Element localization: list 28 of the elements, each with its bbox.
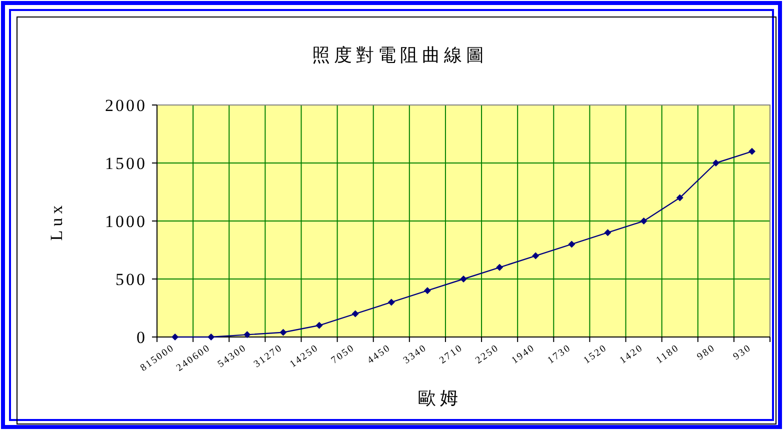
point <box>280 328 287 336</box>
point <box>604 229 612 236</box>
x-tick-label: 930 <box>731 342 754 363</box>
point <box>172 334 179 340</box>
point <box>748 148 756 155</box>
point <box>388 298 395 306</box>
x-axis-title: 歐姆 <box>418 388 462 408</box>
point <box>676 194 684 202</box>
chart-title: 照度對電阻曲線圖 <box>312 45 488 65</box>
y-tick-label: 0 <box>136 328 147 347</box>
point <box>640 218 648 224</box>
y-tick-label: 500 <box>116 270 147 289</box>
y-tick-label: 1500 <box>105 154 147 173</box>
point <box>532 252 540 260</box>
point <box>424 287 431 294</box>
point <box>496 264 504 271</box>
point <box>568 240 576 248</box>
x-tick-label: 980 <box>695 342 718 363</box>
point <box>208 334 215 340</box>
point <box>352 310 359 318</box>
y-axis-title: Lux <box>47 201 66 241</box>
point <box>460 276 467 282</box>
point <box>244 331 251 338</box>
point <box>712 160 720 166</box>
y-tick-label: 1000 <box>105 212 147 231</box>
x-tick-label: 4450 <box>365 342 394 366</box>
y-tick-label: 2000 <box>105 96 147 115</box>
point <box>316 322 323 329</box>
